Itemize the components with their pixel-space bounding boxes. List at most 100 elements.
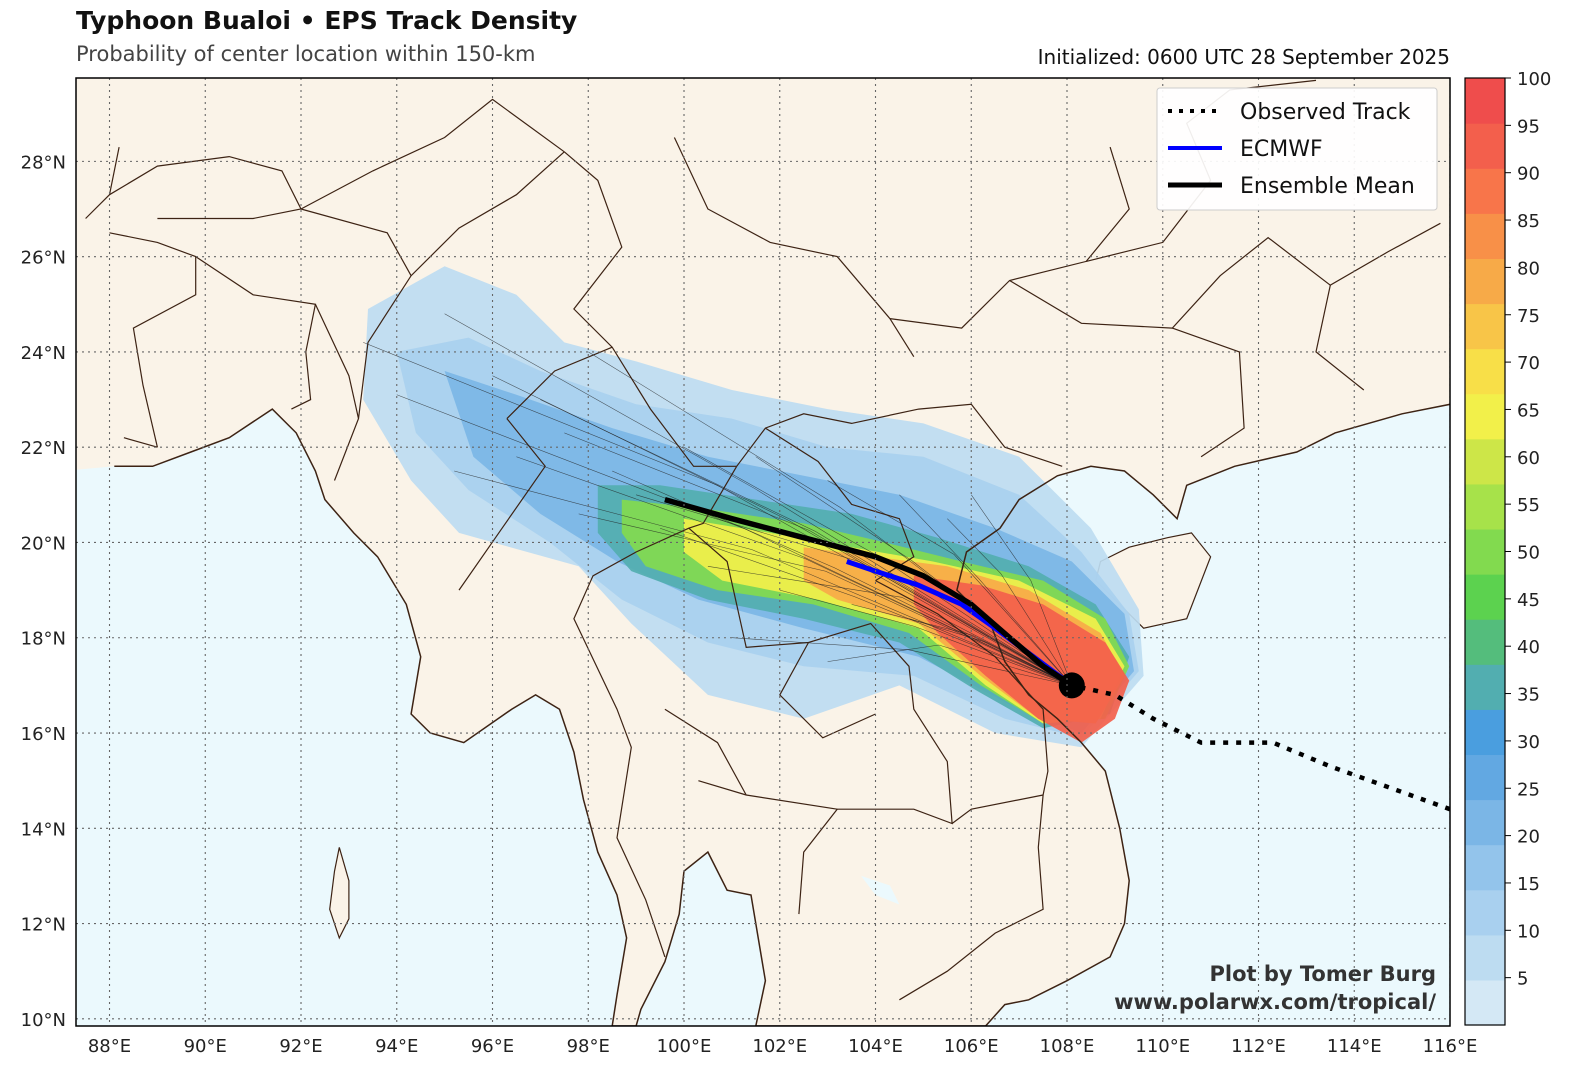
colorbar-segment [1465, 438, 1505, 485]
colorbar-tick-label: 10 [1517, 921, 1540, 942]
colorbar-tick-label: 15 [1517, 874, 1540, 895]
credit-url: www.polarwx.com/tropical/ [1114, 990, 1436, 1014]
border-line-25 [458, 418, 546, 591]
current-position-marker [1058, 672, 1085, 699]
lon-tick-label: 114°E [1327, 1036, 1382, 1057]
ensemble-member-track [578, 513, 1072, 686]
colorbar-tick-label: 20 [1517, 827, 1540, 848]
legend: Observed Track ECMWF Ensemble Mean [1156, 87, 1438, 211]
border-line-11 [300, 98, 565, 210]
ensemble-member-track [660, 527, 1072, 686]
legend-label-mean: Ensemble Mean [1240, 174, 1415, 199]
colorbar-tick-label: 5 [1517, 969, 1528, 990]
border-line-1 [563, 151, 737, 467]
ensemble-member-track [707, 566, 1072, 686]
colorbar-tick-label: 45 [1517, 590, 1540, 611]
lat-tick-label: 14°N [21, 819, 66, 840]
ensemble-member-track [827, 644, 1072, 686]
lon-tick-label: 106°E [944, 1036, 999, 1057]
ensemble-member-track [516, 456, 1072, 686]
lon-tick-label: 110°E [1135, 1036, 1190, 1057]
colorbar-tick-label: 90 [1517, 164, 1540, 185]
colorbar-tick-label: 85 [1517, 211, 1540, 232]
colorbar-tick-label: 65 [1517, 400, 1540, 421]
colorbar-segment [1465, 619, 1505, 665]
colorbar-segment [1465, 258, 1505, 305]
colorbar-tick-label: 80 [1517, 258, 1540, 279]
colorbar-tick-label: 40 [1517, 637, 1540, 658]
border-line-19 [1172, 327, 1245, 458]
ensemble-member-track [540, 399, 1072, 686]
border-line-23 [779, 642, 876, 739]
track-ensemble-mean [664, 496, 1074, 688]
colorbar-segment [1465, 303, 1505, 350]
colorbar-segment [1465, 213, 1505, 259]
ensemble-member-track [827, 480, 1073, 686]
lat-tick-label: 12°N [21, 915, 66, 936]
initialized-time: Initialized: 0600 UTC 28 September 2025 [1037, 45, 1450, 69]
ensemble-member-track [636, 494, 1072, 686]
lat-tick-label: 20°N [21, 533, 66, 554]
ensemble-member-track [564, 432, 1072, 686]
colorbar-segment [1465, 979, 1505, 1026]
ensemble-member-track [947, 518, 1073, 686]
ensemble-member-track [454, 470, 1072, 686]
lon-tick-label: 108°E [1040, 1036, 1095, 1057]
lat-tick-label: 22°N [21, 438, 66, 459]
colorbar-segment [1465, 123, 1505, 169]
colorbar-tick-label: 30 [1517, 732, 1540, 753]
track-observed-track [1071, 683, 1450, 812]
lon-tick-label: 94°E [375, 1036, 418, 1057]
lat-tick-label: 16°N [21, 724, 66, 745]
ensemble-member-track [971, 494, 1073, 686]
colorbar-tick-label: 25 [1517, 779, 1540, 800]
border-line-8 [109, 232, 197, 448]
colorbar-segment [1465, 799, 1505, 846]
colorbar-segment [1465, 393, 1505, 440]
colorbar-segment [1465, 664, 1505, 710]
colorbar-segment [1465, 78, 1505, 124]
border-line-3 [573, 465, 738, 958]
credit-author: Plot by Tomer Burg [1210, 962, 1437, 986]
ensemble-members-layer [363, 313, 1073, 686]
border-line-14 [300, 208, 412, 276]
colorbar-segment [1465, 348, 1505, 395]
ensemble-member-track [908, 618, 1072, 686]
lon-tick-label: 100°E [657, 1036, 712, 1057]
lon-tick-label: 116°E [1423, 1036, 1478, 1057]
colorbar-tick-label: 75 [1517, 306, 1540, 327]
colorbar-segment [1465, 574, 1505, 620]
ensemble-member-track [444, 313, 1072, 686]
border-line-15 [673, 137, 915, 358]
border-line-13 [314, 304, 360, 419]
colorbar-segment [1465, 168, 1505, 214]
ensemble-member-track [779, 589, 1072, 686]
lat-tick-label: 24°N [21, 343, 66, 364]
border-line-17 [1009, 222, 1441, 329]
lon-tick-label: 88°E [88, 1036, 131, 1057]
lat-tick-label: 10°N [21, 1010, 66, 1031]
axis-labels: 88°E 90°E 92°E 94°E 96°E 98°E 100°E 102°E 104°E 1… [21, 152, 1478, 1057]
lon-tick-label: 104°E [848, 1036, 903, 1057]
tonle-sap-lake [861, 875, 900, 905]
gridlines [76, 78, 1450, 1026]
colorbar-tick-label: 50 [1517, 543, 1540, 564]
border-line-9 [195, 256, 317, 410]
ensemble-member-track [363, 342, 1072, 686]
border-line-21 [123, 437, 158, 448]
lon-tick-label: 98°E [567, 1036, 610, 1057]
map-panel [76, 78, 1450, 1026]
border-line-20 [1315, 285, 1365, 391]
border-line-10 [109, 155, 302, 220]
colorbar-segment [1465, 754, 1505, 801]
border-line-24 [664, 708, 747, 796]
coastline [114, 403, 1450, 1026]
colorbar-segment [1465, 483, 1505, 530]
colorbar-segment [1465, 934, 1505, 981]
lat-tick-label: 18°N [21, 629, 66, 650]
chart-subtitle: Probability of center location within 15… [76, 42, 536, 66]
legend-label-observed: Observed Track [1240, 100, 1411, 125]
colorbar-tick-label: 100 [1517, 69, 1551, 90]
colorbar-segment [1465, 844, 1505, 891]
lat-tick-label: 26°N [21, 248, 66, 269]
